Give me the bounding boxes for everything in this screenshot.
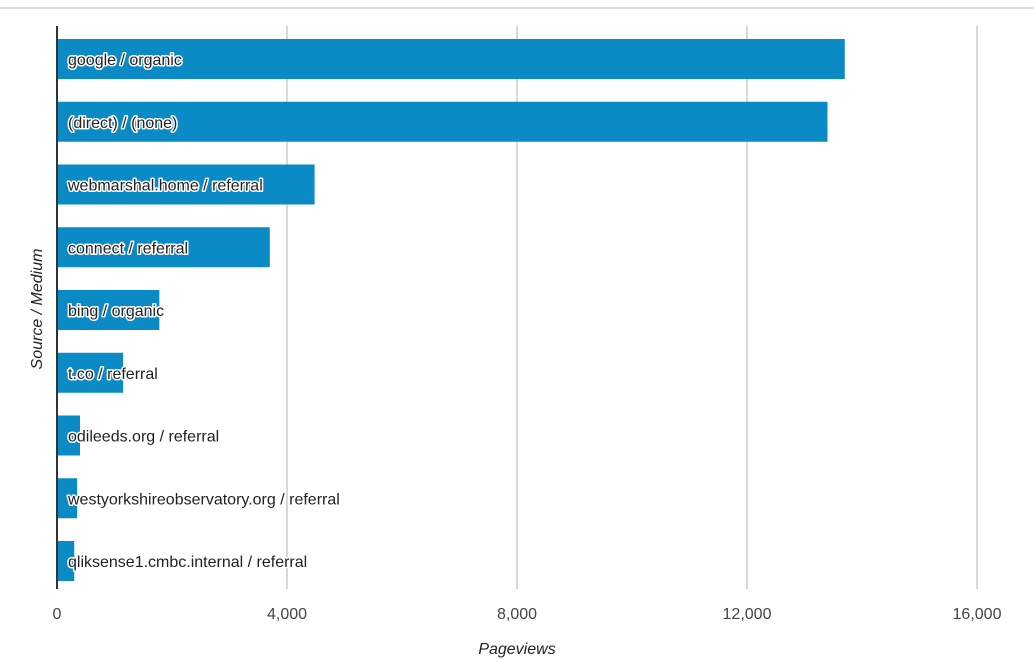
- y-axis-title: Source / Medium: [29, 249, 46, 370]
- bar-label: bing / organic: [68, 303, 164, 320]
- bar-label: t.co / referral: [68, 366, 158, 383]
- bar[interactable]: [57, 415, 80, 456]
- bar[interactable]: [57, 352, 124, 393]
- x-axis-title: Pageviews: [478, 641, 555, 658]
- bar-label: (direct) / (none): [68, 115, 177, 132]
- bar-label: qliksense1.cmbc.internal / referral: [68, 554, 307, 571]
- x-tick-label: 8,000: [497, 606, 537, 623]
- bar[interactable]: [57, 227, 270, 268]
- x-tick-label: 0: [53, 606, 62, 623]
- bar-label: connect / referral: [68, 240, 188, 257]
- x-tick-label: 16,000: [953, 606, 1002, 623]
- bar-label: odileeds.org / referral: [68, 429, 219, 446]
- bar[interactable]: [57, 39, 845, 79]
- bar-label: google / organic: [68, 52, 182, 69]
- bar[interactable]: [57, 478, 78, 519]
- bar[interactable]: [57, 164, 315, 205]
- x-tick-label: 4,000: [267, 606, 307, 623]
- x-tick-labels: 0 4,000 8,000 12,000 16,000: [53, 606, 1002, 623]
- bar-label: westyorkshireobservatory.org / referral: [67, 491, 340, 508]
- bar-labels: google / organic (direct) / (none) webmars…: [66, 51, 342, 573]
- bar-label: webmarshal.home / referral: [67, 178, 263, 195]
- bars: [57, 39, 845, 581]
- bar[interactable]: [57, 290, 160, 330]
- bar[interactable]: [57, 101, 828, 142]
- bar[interactable]: [57, 541, 75, 581]
- x-tick-label: 12,000: [723, 606, 772, 623]
